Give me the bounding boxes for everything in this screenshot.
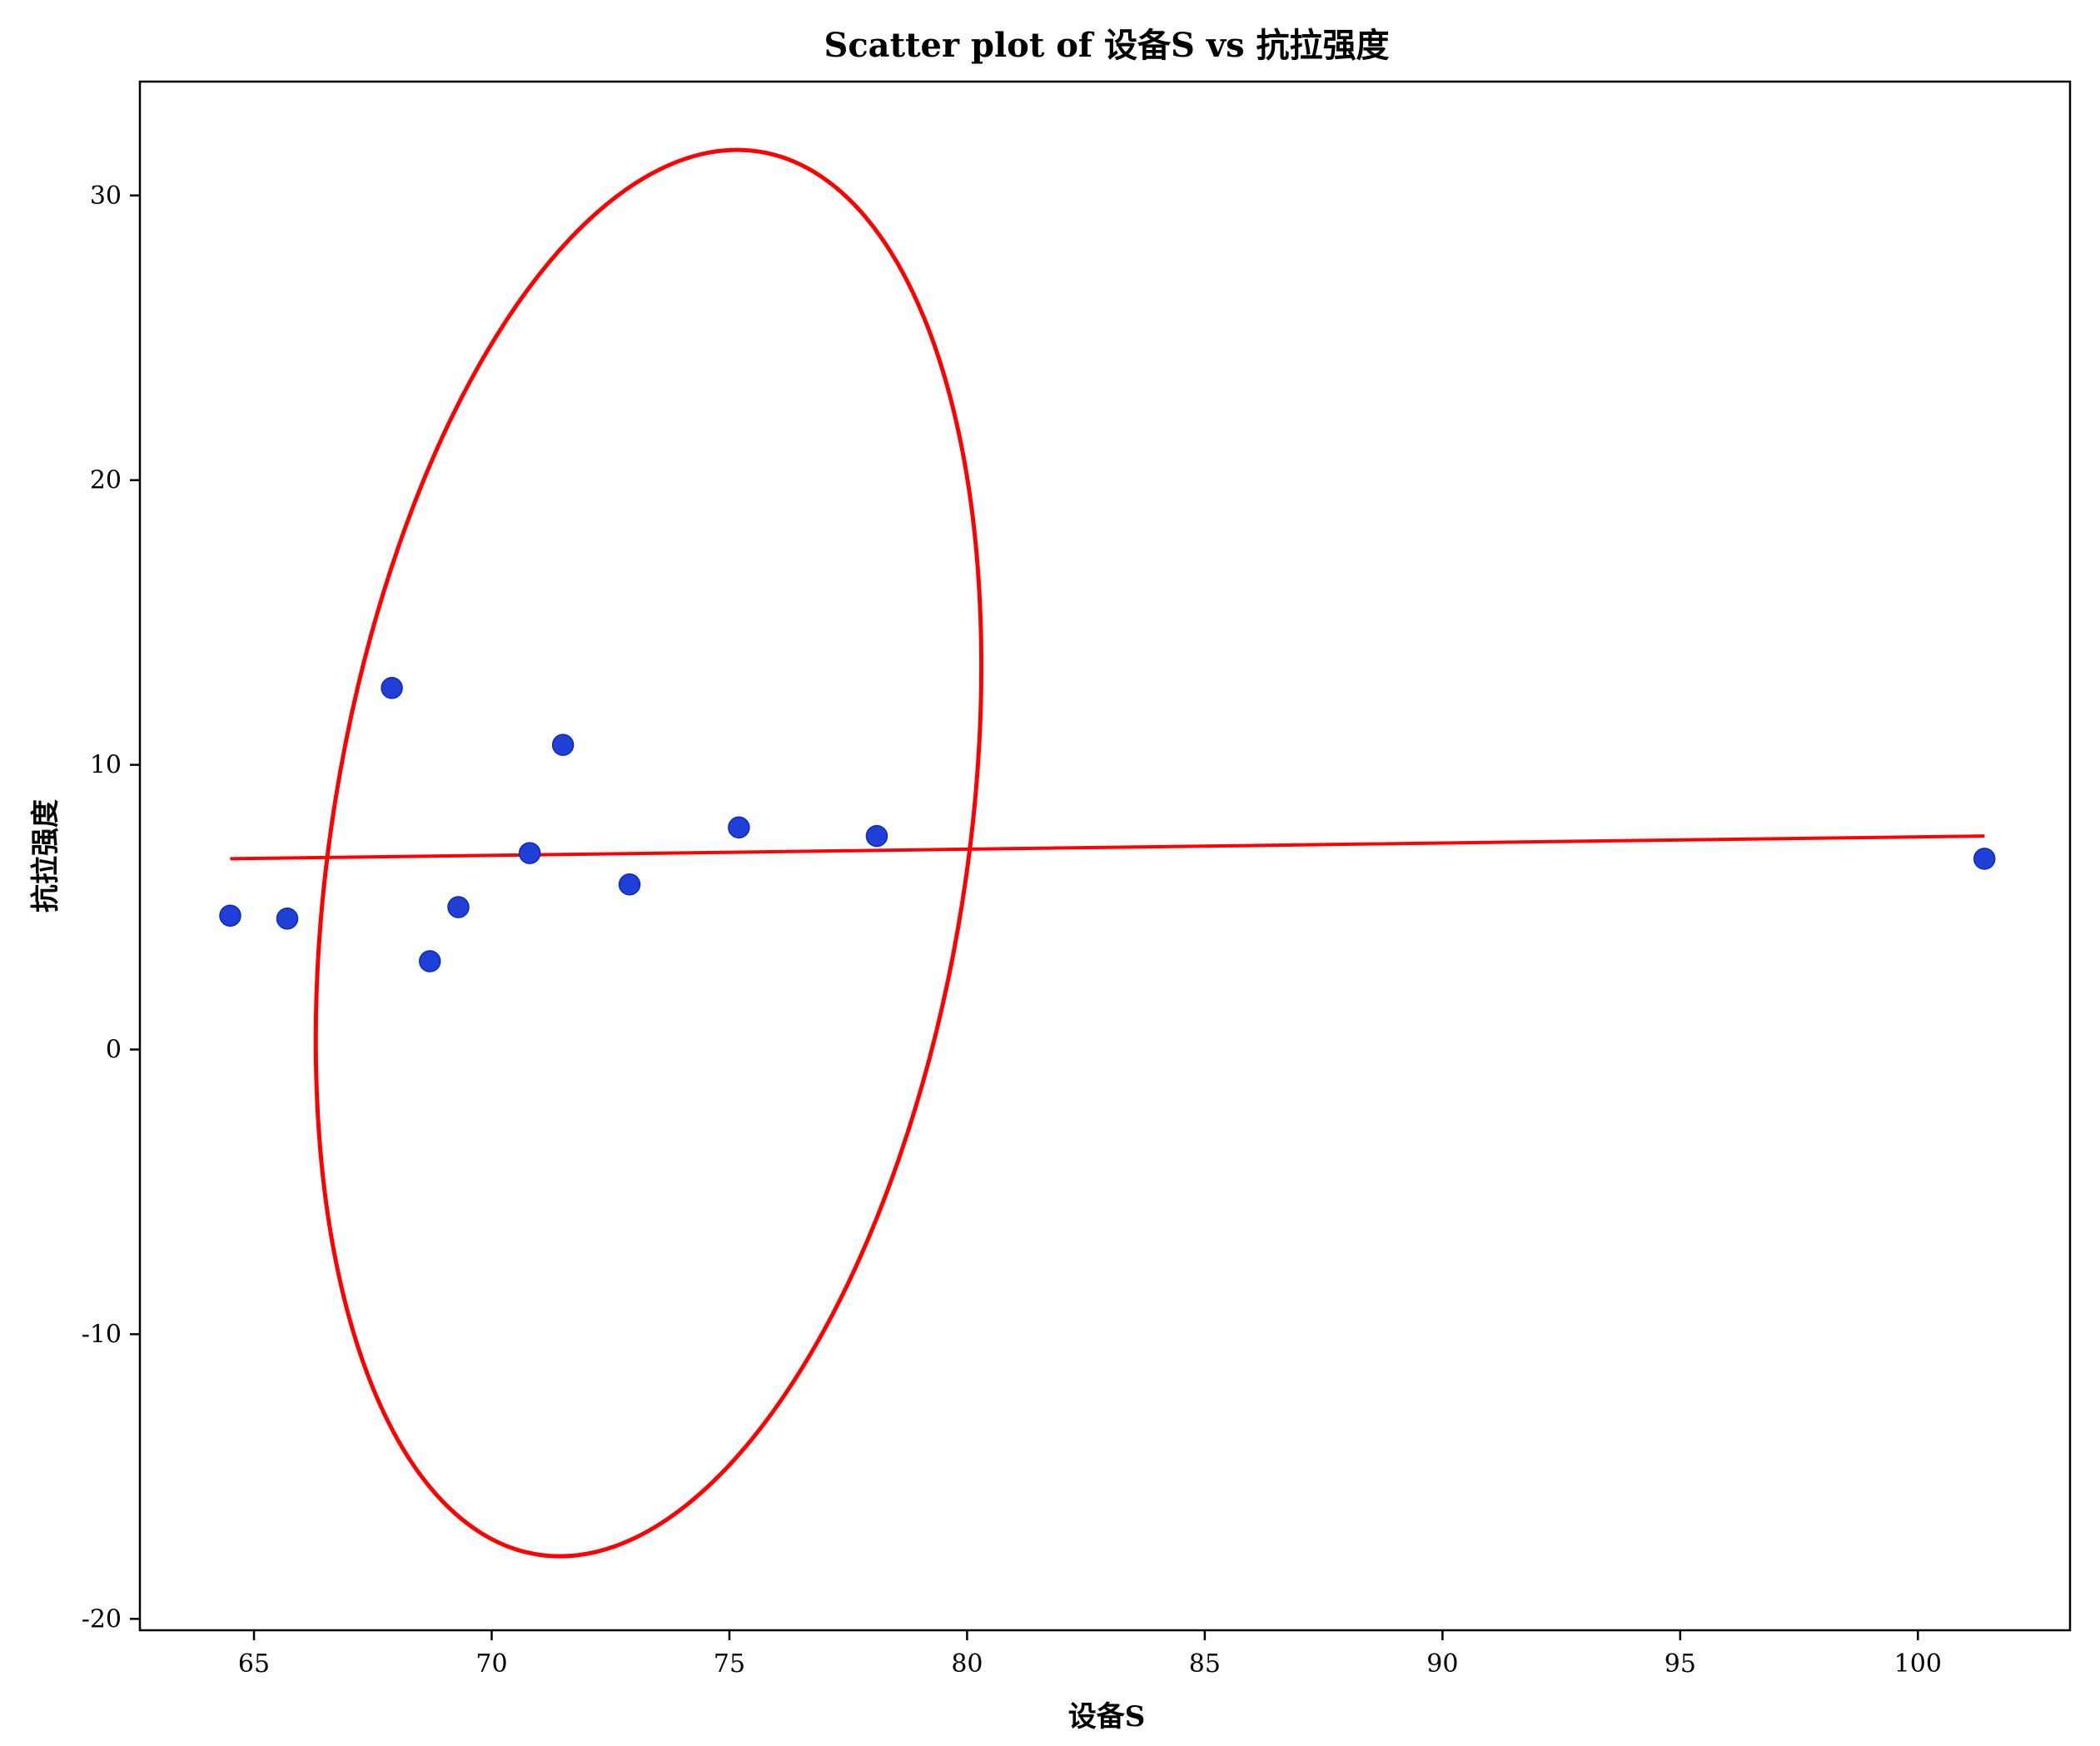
y-tick-label: -10 [82,1320,122,1349]
data-point [381,677,403,699]
data-point [419,950,441,972]
x-tick-label: 75 [714,1649,745,1679]
y-axis-label: 抗拉强度 [29,799,62,913]
x-tick-label: 95 [1665,1649,1696,1679]
x-tick-label: 80 [951,1649,983,1679]
x-tick-label: 100 [1894,1649,1942,1679]
data-point [447,896,470,918]
y-tick-label: 20 [90,466,122,495]
y-tick-label: 30 [90,182,122,211]
chart-title: Scatter plot of 设备S vs 抗拉强度 [824,26,1389,65]
plot-area [219,147,1996,1559]
data-point [219,904,241,928]
x-tick-label: 70 [475,1649,507,1679]
data-point [1973,848,1996,870]
y-tick-label: -20 [82,1604,122,1634]
regression-line [230,834,1985,861]
x-tick-label: 65 [238,1649,270,1679]
data-point [551,734,575,756]
data-point [518,842,541,864]
data-point [276,907,299,930]
confidence-ellipse [313,147,984,1559]
y-axis: -20 -10 0 10 20 30 [82,182,140,1634]
y-tick-label: 10 [90,751,122,780]
data-point [728,816,750,839]
data-point [618,873,641,896]
y-tick-label: 0 [106,1036,122,1065]
x-axis-label: 设备S [1068,1700,1146,1734]
x-tick-label: 85 [1189,1649,1221,1679]
data-point [865,824,888,848]
plot-frame [138,80,2072,1632]
x-tick-label: 90 [1426,1649,1458,1679]
x-axis: 65 70 75 80 85 90 95 100 [238,1630,1942,1679]
